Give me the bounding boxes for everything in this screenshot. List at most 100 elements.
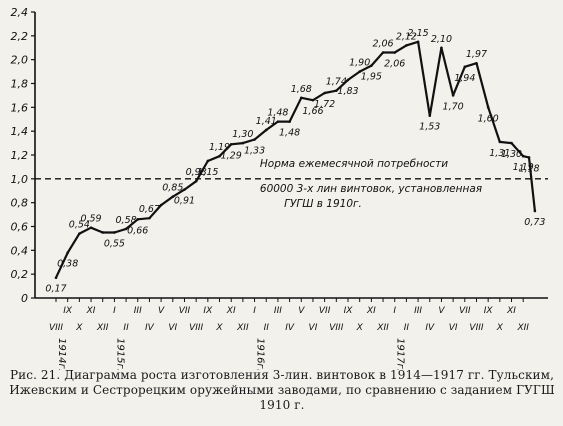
data-point: [323, 91, 326, 95]
figure-caption: Рис. 21. Диаграмма роста изготовления 3-…: [9, 368, 555, 412]
x-tick-label: XI: [226, 306, 236, 316]
x-tick-label: II: [404, 323, 410, 333]
data-point: [159, 203, 163, 207]
data-point: [533, 209, 537, 213]
data-point: [218, 154, 221, 158]
data-point: [78, 232, 81, 235]
data-label: 1,41: [256, 116, 277, 127]
data-point: [486, 106, 490, 109]
data-label: 2,06: [372, 39, 393, 50]
data-label: 0,91: [174, 196, 195, 207]
data-label: 0,58: [116, 215, 137, 226]
data-point: [148, 216, 151, 220]
data-label: 0,59: [80, 214, 101, 225]
data-point: [136, 218, 140, 221]
x-tick-label: XI: [366, 306, 376, 316]
x-tick-label: IX: [63, 306, 73, 316]
data-label: 1,72: [314, 99, 335, 110]
data-point: [101, 231, 105, 234]
data-label: 2,10: [431, 34, 452, 45]
data-label: 0,67: [139, 204, 160, 215]
y-tick-label: 1,8: [11, 78, 29, 91]
data-label: 1,53: [419, 122, 440, 133]
data-label: 1,48: [279, 128, 300, 139]
x-tick-label: XI: [506, 306, 516, 316]
x-tick-label: I: [113, 306, 116, 316]
x-tick-label: XII: [376, 323, 389, 333]
y-tick-label: 1,0: [11, 173, 29, 186]
x-tick-label: I: [393, 306, 396, 316]
data-label: 1,74: [326, 77, 347, 88]
reference-annotation-line: ГУГШ в 1910г.: [284, 198, 362, 210]
data-point: [288, 120, 291, 123]
x-tick-label: X: [75, 323, 83, 333]
x-tick-label: XII: [516, 323, 529, 333]
data-label: 1,60: [478, 113, 499, 124]
x-tick-label: XI: [86, 306, 96, 316]
x-tick-label: V: [438, 306, 445, 316]
data-point: [206, 159, 210, 163]
data-point: [113, 231, 116, 234]
data-label: 2,12: [396, 31, 417, 42]
rifle-production-chart: 00,20,40,60,81,01,21,41,61,82,02,22,4 VI…: [11, 6, 548, 370]
data-label: 1,95: [361, 72, 382, 83]
data-label: 1,90: [349, 58, 370, 69]
x-tick-label: IV: [145, 323, 155, 333]
x-tick-label: VIII: [189, 323, 203, 333]
data-point: [405, 44, 408, 47]
x-year-label: 1914г.: [56, 338, 67, 370]
data-label: 0,55: [104, 238, 125, 249]
x-axis-ticks: VIIIIXXXIXIIIIIIIIIVVVIVIIVIIIIXXXIXIIII…: [49, 298, 529, 370]
data-point: [370, 64, 373, 67]
x-year-label: 1915г.: [114, 338, 125, 370]
data-label: 0,73: [524, 217, 545, 228]
y-axis-ticks: 0 0,2 0,4 0,6 0,8 1,0 1,2 1,4 1,6 1,8 2,0 2,2 2,4: [11, 6, 35, 305]
data-labels: 0,17 0,38 0,540,59 0,55 0,580,66 0,670,85 0,91…: [45, 28, 545, 295]
data-label: 1,18: [518, 163, 539, 174]
data-label: 0,54: [69, 220, 90, 231]
data-point: [393, 51, 397, 54]
y-tick-label: 0,8: [11, 197, 29, 210]
data-label: 0,38: [57, 259, 78, 270]
y-tick-label: 1,4: [11, 125, 29, 138]
x-tick-label: IV: [285, 323, 295, 333]
data-point: [89, 226, 93, 229]
x-tick-label: I: [253, 306, 256, 316]
x-year-label: 1916г.: [255, 338, 266, 370]
x-tick-label: V: [158, 306, 165, 316]
data-label: 0,17: [45, 284, 66, 295]
x-tick-label: IV: [425, 323, 435, 333]
y-tick-label: 0,2: [11, 268, 29, 281]
data-point: [183, 188, 186, 191]
y-tick-label: 2,4: [11, 6, 29, 19]
data-label: 1,33: [244, 146, 265, 157]
x-tick-label: II: [123, 323, 129, 333]
data-label: 1,66: [302, 106, 323, 117]
data-point: [171, 195, 175, 199]
data-label: 1,48: [267, 108, 288, 119]
data-point: [381, 51, 385, 54]
data-point: [498, 140, 502, 144]
data-point: [527, 156, 531, 159]
y-tick-label: 0,4: [11, 244, 29, 257]
x-tick-label: VIII: [329, 323, 343, 333]
data-point: [194, 179, 198, 183]
data-point: [521, 154, 525, 158]
data-label: 1,68: [291, 84, 312, 95]
x-tick-label: V: [298, 306, 305, 316]
data-point: [416, 40, 420, 44]
data-label: 1,30: [232, 129, 253, 140]
data-label: 1,30: [501, 149, 522, 160]
data-point: [253, 138, 256, 141]
data-point: [440, 46, 443, 50]
x-tick-label: II: [264, 323, 270, 333]
data-label: 0,85: [162, 183, 183, 194]
data-point: [66, 251, 69, 255]
y-tick-label: 2,0: [11, 54, 29, 67]
data-point: [311, 98, 315, 102]
data-label: 2,06: [384, 59, 405, 70]
x-tick-label: X: [356, 323, 364, 333]
x-tick-label: VIII: [469, 323, 483, 333]
data-point: [264, 128, 268, 132]
x-tick-label: IX: [203, 306, 213, 316]
